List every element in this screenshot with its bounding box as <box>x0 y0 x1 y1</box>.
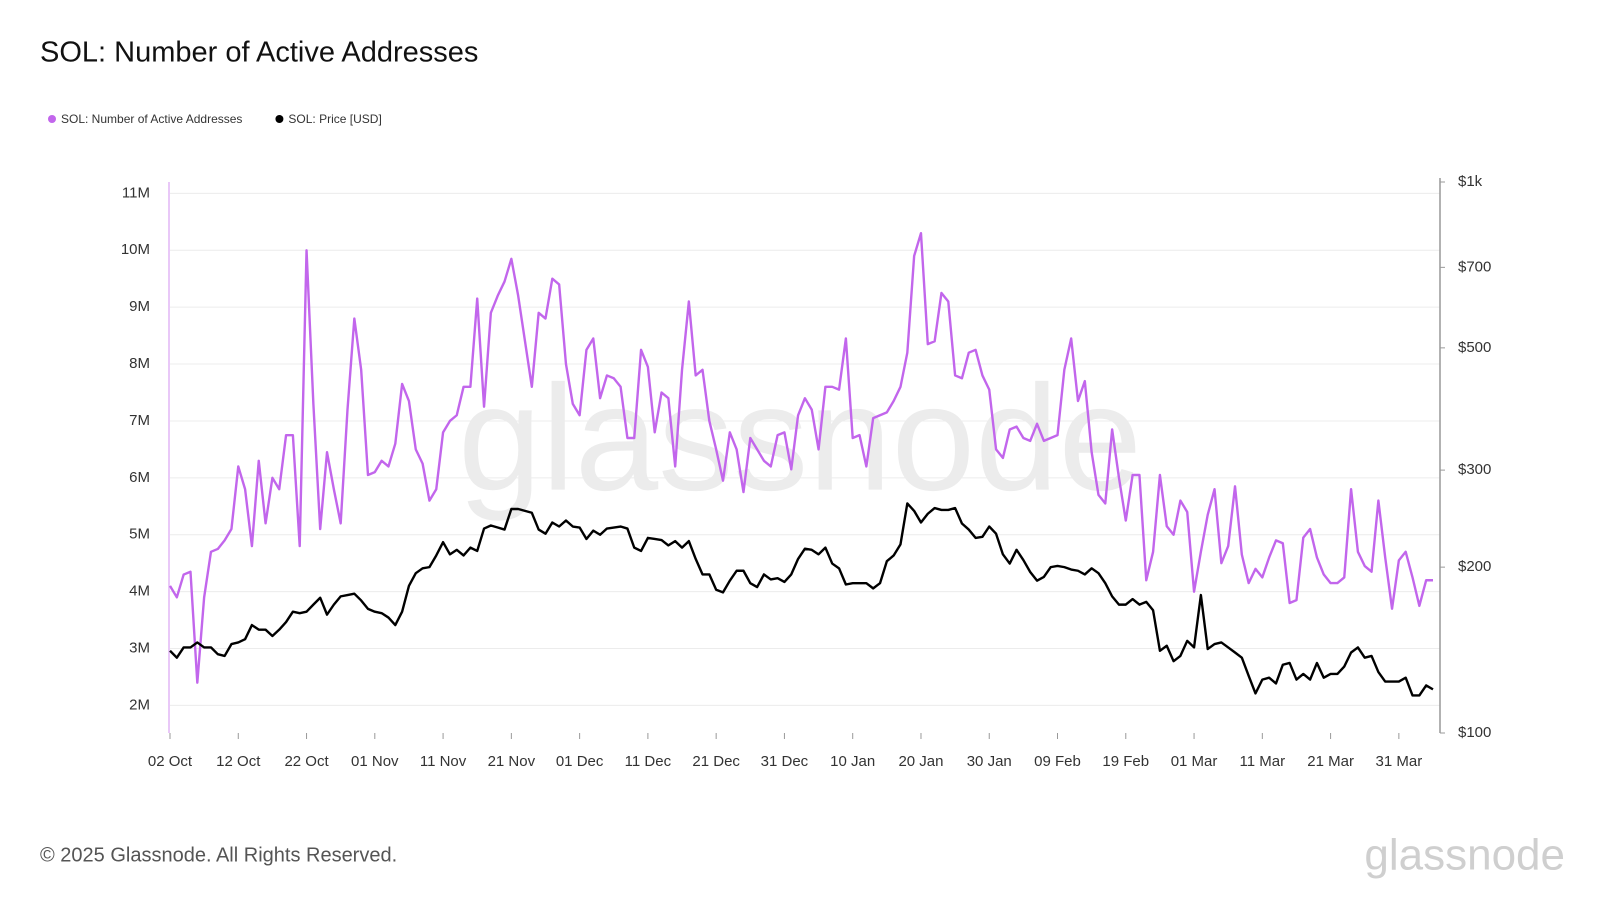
data-line <box>168 232 1433 684</box>
y2-tick-label: $100 <box>1458 724 1491 741</box>
x-tick-label: 22 Oct <box>284 753 329 770</box>
y2-tick-label: $1k <box>1458 173 1483 190</box>
y2-tick-label: $500 <box>1458 339 1491 356</box>
x-tick-label: 01 Nov <box>351 753 399 770</box>
x-tick-label: 09 Feb <box>1034 753 1081 770</box>
y-tick-label: 3M <box>129 639 150 656</box>
x-tick-label: 31 Mar <box>1376 753 1423 770</box>
y2-tick-label: $200 <box>1458 558 1491 575</box>
legend-marker <box>48 115 56 123</box>
y-tick-label: 4M <box>129 583 150 600</box>
chart-title: SOL: Number of Active Addresses <box>40 37 478 69</box>
x-tick-label: 11 Mar <box>1240 753 1286 770</box>
data-line <box>169 502 1434 697</box>
x-tick-label: 21 Mar <box>1307 753 1354 770</box>
y-tick-label: 11M <box>122 184 150 201</box>
y-tick-label: 10M <box>121 241 150 258</box>
x-tick-label: 19 Feb <box>1102 753 1149 770</box>
legend-label: SOL: Price [USD] <box>288 112 381 126</box>
x-tick-label: 21 Nov <box>488 753 536 770</box>
y2-tick-label: $700 <box>1458 258 1491 275</box>
y2-tick-label: $300 <box>1458 461 1491 478</box>
x-tick-label: 31 Dec <box>761 753 809 770</box>
legend-marker <box>275 115 284 123</box>
x-tick-label: 30 Jan <box>967 753 1012 770</box>
y-tick-label: 9M <box>129 298 150 315</box>
copyright: © 2025 Glassnode. All Rights Reserved. <box>40 844 397 866</box>
y-tick-label: 8M <box>129 355 150 372</box>
legend-label: SOL: Number of Active Addresses <box>61 112 242 126</box>
y-tick-label: 7M <box>129 412 150 429</box>
x-tick-label: 02 Oct <box>148 753 193 770</box>
x-tick-label: 20 Jan <box>898 753 943 770</box>
x-tick-label: 12 Oct <box>216 753 261 770</box>
y-tick-label: 2M <box>129 696 150 713</box>
x-tick-label: 10 Jan <box>830 753 875 770</box>
x-tick-label: 11 Dec <box>625 753 672 770</box>
y-tick-label: 6M <box>129 469 150 486</box>
x-tick-label: 21 Dec <box>692 753 740 770</box>
logo: glassnode <box>1364 831 1565 880</box>
x-tick-label: 01 Mar <box>1171 753 1218 770</box>
y-tick-label: 5M <box>129 526 150 543</box>
x-tick-label: 01 Dec <box>556 753 604 770</box>
watermark: glassnode <box>458 354 1142 522</box>
x-tick-label: 11 Nov <box>420 753 467 770</box>
